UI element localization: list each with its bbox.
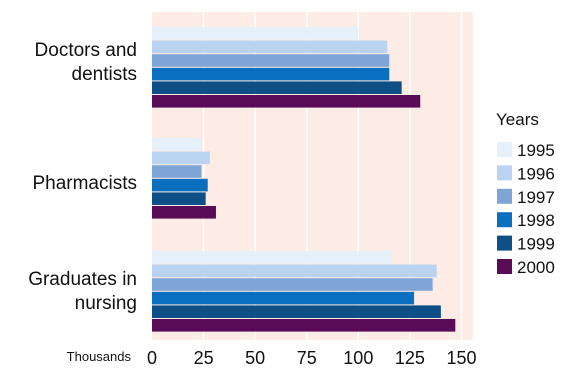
x-axis: Thousands 0 25 50 75 100 125 150: [67, 348, 477, 368]
legend-title: Years: [496, 110, 539, 129]
category-label-1: Pharmacists: [32, 173, 137, 194]
bar-2-1996: [152, 264, 437, 278]
bar-0-1999: [152, 81, 402, 94]
bar-0-1996: [152, 40, 388, 54]
bar-0-1998: [152, 67, 390, 81]
legend-label-1997: 1997: [517, 188, 555, 207]
bar-2-1999: [152, 305, 441, 318]
bar-2-1995: [152, 251, 392, 264]
bar-2-1998: [152, 291, 415, 305]
bar-2-1997: [152, 278, 433, 291]
bar-0-1997: [152, 54, 390, 67]
x-tick-label-100: 100: [343, 348, 373, 368]
category-label-2: Graduates in nursing: [28, 269, 137, 314]
x-tick-label-150: 150: [446, 348, 476, 368]
bar-1-2000: [152, 206, 216, 219]
bar-1-1998: [152, 178, 208, 192]
bar-2-2000: [152, 319, 456, 332]
legend-swatch-1999: [497, 235, 512, 251]
x-tick-label-0: 0: [147, 348, 157, 368]
legend-label-1995: 1995: [517, 141, 555, 160]
legend: Years 1995 1996 1997 1998 1999 2000: [496, 110, 555, 277]
legend-swatch-1996: [497, 165, 512, 181]
bar-1-1995: [152, 138, 202, 151]
bar-1-1997: [152, 165, 202, 178]
x-tick-label-25: 25: [194, 348, 214, 368]
legend-swatch-1998: [497, 212, 512, 228]
category-label-0: Doctors and dentists: [35, 40, 137, 85]
x-tick-label-75: 75: [297, 348, 317, 368]
x-axis-unit-label: Thousands: [67, 349, 132, 364]
bars: [152, 27, 456, 332]
bar-0-2000: [152, 95, 421, 108]
legend-label-2000: 2000: [517, 258, 555, 277]
category-labels: Doctors and dentists Pharmacists Graduates …: [28, 40, 137, 314]
legend-swatch-1997: [497, 188, 512, 204]
bar-0-1995: [152, 27, 359, 40]
x-tick-label-125: 125: [395, 348, 425, 368]
bar-1-1996: [152, 151, 210, 165]
legend-label-1998: 1998: [517, 211, 555, 230]
bar-1-1999: [152, 192, 206, 205]
legend-swatch-1995: [497, 142, 512, 157]
x-tick-label-50: 50: [245, 348, 265, 368]
legend-label-1996: 1996: [517, 164, 555, 183]
legend-swatch-2000: [497, 259, 512, 274]
legend-label-1999: 1999: [517, 235, 555, 254]
